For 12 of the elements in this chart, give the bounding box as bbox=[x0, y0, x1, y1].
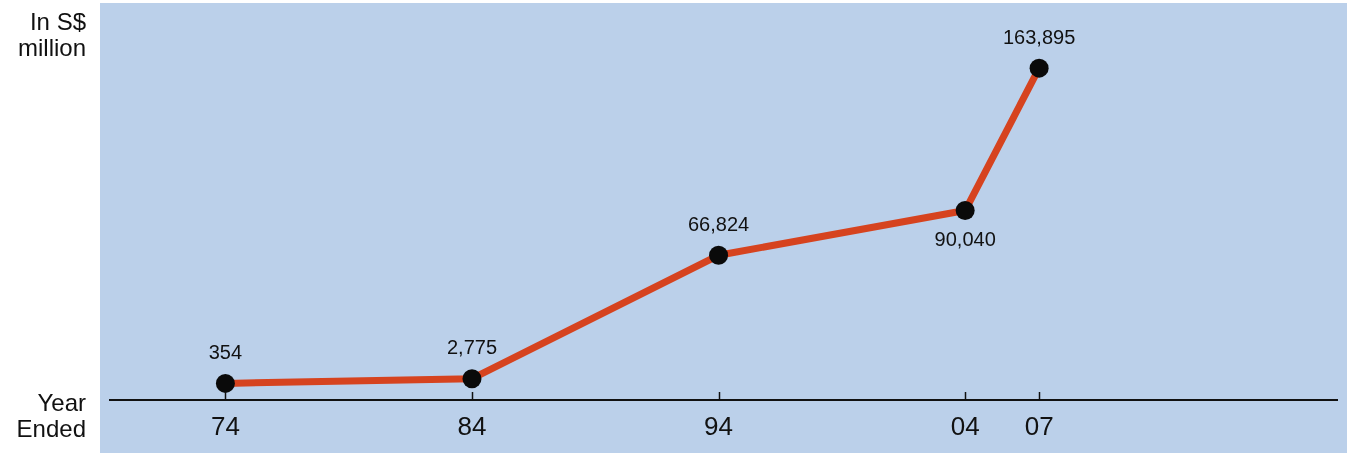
x-tick-label: 07 bbox=[1024, 410, 1054, 441]
data-label: 2,775 bbox=[446, 336, 498, 359]
data-label: 66,824 bbox=[687, 212, 750, 235]
data-label: 163,895 bbox=[1002, 25, 1076, 48]
x-tick-label: 94 bbox=[704, 410, 734, 441]
x-tick-label: 84 bbox=[457, 410, 487, 441]
data-label: 354 bbox=[208, 340, 243, 363]
y-axis-title: In S$ million bbox=[17, 8, 86, 61]
x-tick-label: 74 bbox=[210, 410, 240, 441]
x-tick-label: 04 bbox=[950, 410, 980, 441]
x-axis-title: Year Ended bbox=[15, 389, 86, 442]
data-label: 90,040 bbox=[934, 228, 996, 251]
